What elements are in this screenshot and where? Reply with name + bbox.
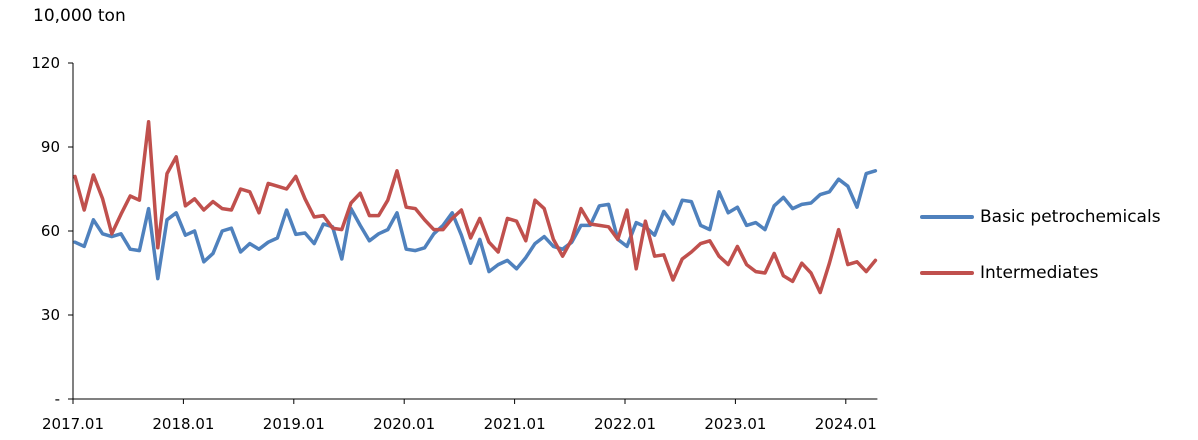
unit-label: 10,000 ton	[33, 6, 126, 26]
x-tick-label: 2021.01	[484, 415, 546, 433]
x-tick-label: 2022.01	[594, 415, 656, 433]
x-tick-label: 2017.01	[42, 415, 104, 433]
legend-swatch-intermediates	[920, 271, 974, 275]
legend-item-intermediates: Intermediates	[920, 261, 1099, 285]
series-line-basic-petrochemicals	[73, 169, 878, 281]
x-tick-label: 2020.01	[373, 415, 435, 433]
y-tick-label: 30	[41, 306, 60, 324]
y-tick-label: 60	[41, 222, 60, 240]
legend-label-basic-petrochemicals: Basic petrochemicals	[980, 207, 1161, 227]
x-tick-label: 2023.01	[704, 415, 766, 433]
legend-label-intermediates: Intermediates	[980, 263, 1099, 283]
y-tick-label: 90	[41, 138, 60, 156]
x-tick-label: 2024.01	[815, 415, 877, 433]
y-tick-label: 120	[31, 54, 60, 72]
y-tick-label: -	[55, 390, 60, 408]
legend-swatch-basic-petrochemicals	[920, 215, 974, 219]
x-tick-label: 2018.01	[152, 415, 214, 433]
x-tick-label: 2019.01	[263, 415, 325, 433]
series-line-intermediates	[73, 120, 878, 295]
legend-item-basic-petrochemicals: Basic petrochemicals	[920, 205, 1161, 229]
